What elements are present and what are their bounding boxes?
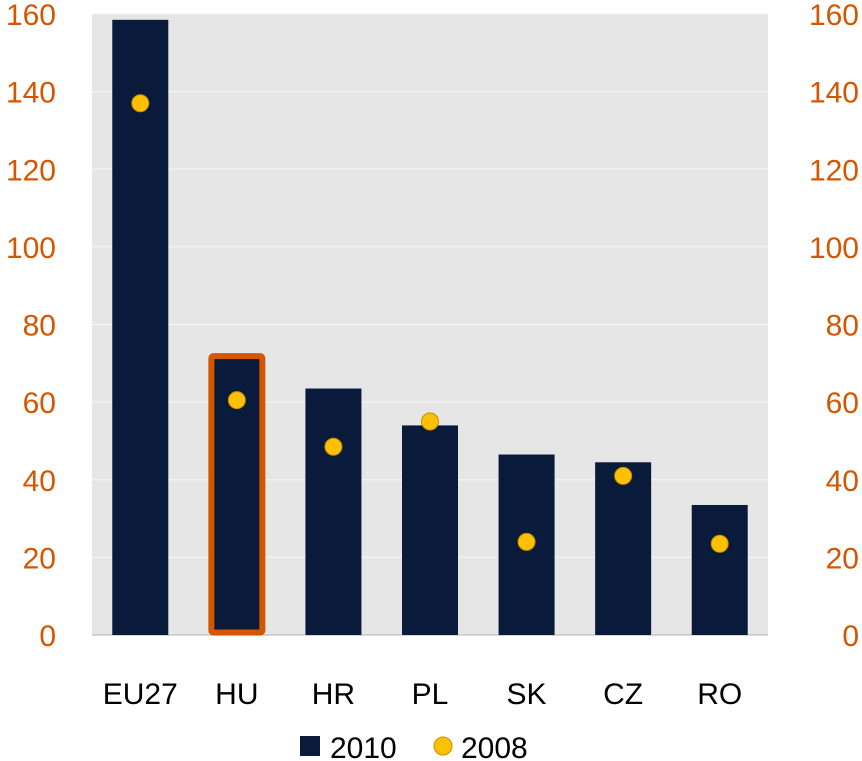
marker-cz — [614, 466, 633, 485]
marker-hr — [324, 437, 343, 456]
x-tick-label: CZ — [603, 678, 643, 711]
y-tick-label: 40 — [23, 465, 56, 498]
y-tick-label: 120 — [6, 154, 56, 187]
y-tick-label-right: 0 — [842, 620, 859, 653]
x-tick-label: RO — [697, 678, 742, 711]
markers — [131, 94, 729, 553]
x-tick-label: PL — [412, 678, 449, 711]
right-y-axis: 0 20 40 60 80 100 120 140 160 — [809, 0, 859, 653]
bar-hr — [305, 388, 362, 635]
y-tick-label: 140 — [6, 77, 56, 110]
bars — [112, 19, 748, 636]
y-tick-label: 0 — [39, 620, 56, 653]
y-tick-label-right: 20 — [826, 542, 859, 575]
bar-ro — [691, 504, 748, 635]
y-tick-label-right: 80 — [826, 310, 859, 343]
marker-eu27 — [131, 94, 150, 113]
bar-pl — [402, 425, 458, 635]
marker-ro — [710, 534, 729, 553]
legend-label-2008: 2008 — [461, 732, 528, 761]
y-tick-label-right: 140 — [809, 77, 859, 110]
y-tick-label: 60 — [23, 387, 56, 420]
y-tick-label-right: 100 — [809, 232, 859, 265]
y-tick-label: 100 — [6, 232, 56, 265]
bar-cz — [595, 462, 652, 635]
left-y-axis: 0 20 40 60 80 100 120 140 160 — [6, 0, 56, 653]
y-tick-label: 80 — [23, 310, 56, 343]
y-tick-label-right: 40 — [826, 465, 859, 498]
y-tick-label: 20 — [23, 542, 56, 575]
x-tick-label: SK — [507, 678, 547, 711]
bar-eu27 — [112, 19, 169, 635]
y-tick-label: 160 — [6, 0, 56, 32]
marker-hu — [227, 391, 246, 410]
y-tick-label-right: 120 — [809, 154, 859, 187]
y-tick-label-right: 160 — [809, 0, 859, 32]
x-tick-label: HU — [215, 678, 258, 711]
marker-sk — [517, 532, 536, 551]
y-tick-label-right: 60 — [826, 387, 859, 420]
x-axis: EU27 HU HR PL SK CZ RO — [103, 678, 742, 711]
marker-pl — [421, 412, 439, 431]
bar-hu — [208, 353, 266, 636]
x-tick-label: EU27 — [103, 678, 178, 711]
legend-swatch-2008 — [433, 736, 453, 756]
legend-label-2010: 2010 — [330, 732, 397, 761]
x-tick-label: HR — [312, 678, 355, 711]
legend: 2010 2008 — [300, 732, 528, 761]
legend-swatch-2010 — [300, 736, 320, 756]
